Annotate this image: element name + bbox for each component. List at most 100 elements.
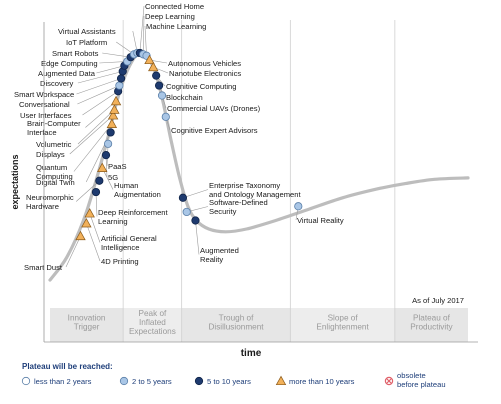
label-nanotube-electronics: Nanotube Electronics bbox=[169, 69, 241, 78]
as-of-date: As of July 2017 bbox=[412, 296, 464, 305]
marker-brain-computer-interface bbox=[110, 95, 122, 106]
label-4d-printing: 4D Printing bbox=[101, 257, 139, 266]
label-discovery: Discovery bbox=[40, 79, 74, 88]
leader-line bbox=[73, 123, 113, 172]
label-conversational: Conversational bbox=[19, 100, 70, 109]
legend-item-obsolete: obsolete before plateau bbox=[384, 371, 446, 389]
phase-band-plateau-of-productivity bbox=[394, 308, 468, 342]
label-paas: PaaS bbox=[108, 162, 127, 171]
marker-4d-printing bbox=[81, 217, 92, 228]
marker-commercial-uavs-drones- bbox=[157, 91, 167, 100]
label-artificial-general-intelligence: Artificial General Intelligence bbox=[101, 234, 157, 252]
phase-labels: Innovation Trigger Peak of Inflated Expectat… bbox=[68, 309, 454, 336]
label-connected-home: Connected Home bbox=[145, 2, 204, 11]
marker-digital-twin bbox=[106, 128, 115, 137]
label-deep-learning: Deep Learning bbox=[145, 12, 195, 21]
label-machine-learning: Machine Learning bbox=[146, 22, 206, 31]
phase-band-trough-of-disillusionment bbox=[181, 308, 291, 342]
leader-line bbox=[85, 100, 117, 128]
phase-band-innovation-trigger bbox=[50, 308, 124, 342]
label-autonomous-vehicles: Autonomous Vehicles bbox=[168, 59, 241, 68]
phase-label-peak-of-inflated-expectations: Peak of Inflated Expectations bbox=[129, 309, 176, 336]
leader-line bbox=[77, 109, 115, 145]
label-displays: Displays bbox=[36, 150, 65, 159]
label-augmented-data: Augmented Data bbox=[38, 69, 96, 78]
marker-displays bbox=[107, 110, 119, 120]
marker-augmented-reality bbox=[191, 216, 200, 225]
marker-cognitive-computing bbox=[152, 71, 161, 80]
leader-line bbox=[139, 5, 145, 53]
legend-label: 2 to 5 years bbox=[132, 377, 172, 386]
leader-line bbox=[142, 15, 145, 55]
legend: less than 2 years 2 to 5 years 5 to 10 yea… bbox=[21, 371, 446, 389]
legend-label: more than 10 years bbox=[289, 377, 355, 386]
marker-5g bbox=[101, 151, 111, 160]
leader-line bbox=[96, 65, 125, 74]
leader-line bbox=[82, 91, 119, 116]
marker-quantum-computing bbox=[106, 118, 118, 128]
legend-label: obsolete before plateau bbox=[397, 371, 446, 389]
label-brain-computer-interface: Brain-Computer Interface bbox=[27, 119, 81, 137]
label-enterprise-taxonomy-and-ontology-management: Enterprise Taxonomy and Ontology Manageme… bbox=[209, 181, 301, 199]
phase-label-plateau-of-productivity: Plateau of Productivity bbox=[410, 313, 453, 331]
label-virtual-assistants: Virtual Assistants bbox=[58, 27, 116, 36]
marker-cognitive-expert-advisors bbox=[161, 112, 170, 121]
phase-band-peak-of-inflated-expectations bbox=[123, 308, 182, 342]
marker-artificial-general-intelligence bbox=[84, 208, 95, 218]
leader-line bbox=[144, 25, 147, 56]
marker-autonomous-vehicles bbox=[144, 54, 155, 65]
label-digital-twin: Digital Twin bbox=[36, 178, 75, 187]
phase-label-trough-of-disillusionment: Trough of Disillusionment bbox=[208, 313, 264, 331]
label-smart-robots: Smart Robots bbox=[52, 49, 99, 58]
marker-smart-dust bbox=[75, 230, 86, 241]
label-user-interfaces: User Interfaces bbox=[20, 111, 72, 120]
label-software-defined-security: Software-Defined Security bbox=[209, 198, 268, 216]
label-quantum-computing: Quantum Computing bbox=[36, 163, 73, 181]
label-iot-platform: IoT Platform bbox=[66, 38, 107, 47]
y-axis-title: expectations bbox=[10, 154, 20, 209]
phase-bands bbox=[50, 308, 468, 342]
marker-paas bbox=[104, 139, 113, 148]
leader-line bbox=[102, 52, 131, 58]
legend-marker-obsolete bbox=[384, 376, 394, 386]
legend-marker-5to10 bbox=[194, 376, 204, 386]
phase-band-slope-of-enlightenment bbox=[290, 308, 395, 342]
marker-blockchain bbox=[154, 81, 164, 90]
phase-label-innovation-trigger: Innovation Trigger bbox=[68, 313, 106, 331]
leader-line bbox=[76, 78, 122, 95]
legend-title: Plateau will be reached: bbox=[22, 362, 113, 371]
leader-line bbox=[69, 115, 114, 155]
marker-virtual-reality bbox=[294, 202, 303, 211]
label-neuromorphic-hardware: Neuromorphic Hardware bbox=[26, 193, 74, 211]
marker-human-augmentation bbox=[97, 162, 108, 172]
leader-line bbox=[77, 85, 120, 105]
marker-conversational bbox=[115, 81, 124, 90]
label-cognitive-computing: Cognitive Computing bbox=[166, 82, 237, 91]
legend-marker-gt10 bbox=[275, 375, 287, 386]
legend-label: 5 to 10 years bbox=[207, 377, 251, 386]
label-blockchain: Blockchain bbox=[166, 93, 203, 102]
marker-smart-workspace bbox=[116, 74, 126, 83]
label-human-augmentation: Human Augmentation bbox=[114, 181, 161, 199]
leader-line bbox=[99, 61, 128, 64]
leader-line bbox=[195, 220, 200, 255]
leader-line bbox=[75, 180, 100, 202]
leader-line bbox=[89, 213, 101, 243]
leader-line bbox=[86, 223, 101, 262]
legend-label: less than 2 years bbox=[34, 377, 92, 386]
label-commercial-uavs-drones-: Commercial UAVs (Drones) bbox=[167, 104, 261, 113]
marker-volumetric bbox=[109, 104, 120, 114]
technology-labels: Smart Dust 4D Printing Artificial General I… bbox=[14, 2, 344, 272]
leader-line bbox=[77, 71, 123, 84]
label-virtual-reality: Virtual Reality bbox=[297, 216, 344, 225]
marker-enterprise-taxonomy-and-ontology-management bbox=[178, 193, 188, 202]
legend-item-2to5: 2 to 5 years bbox=[119, 376, 172, 386]
marker-software-defined-security bbox=[182, 207, 191, 217]
label-augmented-reality: Augmented Reality bbox=[200, 246, 239, 264]
label-edge-computing: Edge Computing bbox=[41, 59, 98, 68]
legend-marker-lt2 bbox=[21, 376, 31, 386]
x-axis-title: time bbox=[241, 348, 262, 359]
marker-neuromorphic-hardware bbox=[95, 176, 104, 185]
label-smart-dust: Smart Dust bbox=[24, 263, 63, 272]
